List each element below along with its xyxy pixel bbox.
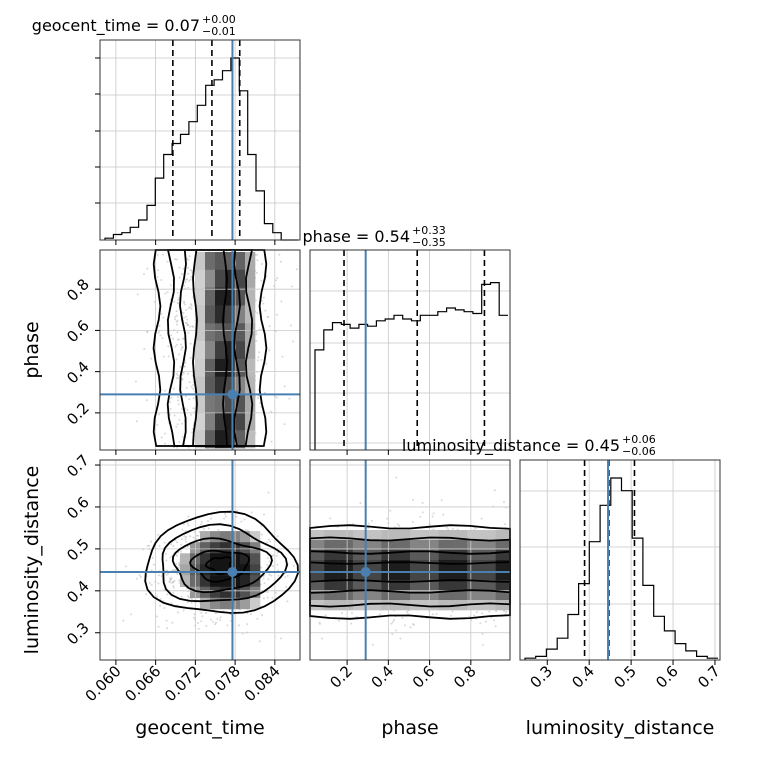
y-axis-label-luminosity_distance: luminosity_distance bbox=[21, 466, 43, 655]
x-tick-label-geocent_time: 0.078 bbox=[201, 662, 244, 705]
panel-title-plus: +0.33 bbox=[412, 224, 446, 237]
histogram-phase bbox=[314, 282, 508, 450]
y-tick-label-phase: 0.8 bbox=[63, 275, 93, 305]
histogram-layer bbox=[104, 57, 718, 660]
panel-title-plus: +0.06 bbox=[622, 433, 656, 446]
y-tick-label-luminosity_distance: 0.3 bbox=[63, 619, 93, 649]
x-axis-label-luminosity_distance: luminosity_distance bbox=[526, 717, 715, 739]
truth-point-geocent_time-phase bbox=[227, 389, 238, 400]
x-tick-label-luminosity_distance: 0.7 bbox=[694, 662, 724, 692]
x-tick-label-geocent_time: 0.084 bbox=[241, 662, 284, 705]
panel-title-minus: −0.06 bbox=[622, 445, 656, 458]
panel-frame-geocent_time-phase bbox=[99, 249, 301, 451]
x-axis-label-phase: phase bbox=[381, 717, 438, 739]
x-tick-label-geocent_time: 0.060 bbox=[82, 662, 125, 705]
y-tick-label-phase: 0.4 bbox=[63, 358, 93, 388]
panel-title-phase: phase = 0.54 +0.33−0.35 bbox=[303, 224, 446, 249]
x-axis-label-geocent_time: geocent_time bbox=[135, 717, 264, 739]
x-tick-label-phase: 0.2 bbox=[326, 662, 356, 692]
contour-geocent_time-luminosity_distance-0 bbox=[144, 510, 299, 614]
x-tick-label-luminosity_distance: 0.5 bbox=[610, 662, 640, 692]
x-tick-label-geocent_time: 0.072 bbox=[161, 662, 204, 705]
y-tick-label-luminosity_distance: 0.5 bbox=[63, 535, 93, 565]
marker-lines-layer bbox=[100, 40, 636, 660]
truth-point-phase-luminosity_distance bbox=[360, 566, 371, 577]
contour-geocent_time-phase-3 bbox=[192, 249, 228, 447]
x-tick-label-luminosity_distance: 0.6 bbox=[652, 662, 682, 692]
panel-title-geocent_time: geocent_time = 0.07 +0.00−0.01 bbox=[32, 13, 236, 38]
x-tick-label-luminosity_distance: 0.3 bbox=[526, 662, 556, 692]
panel-frame-phase-luminosity_distance bbox=[309, 459, 511, 661]
density-layer bbox=[180, 252, 511, 611]
y-tick-label-luminosity_distance: 0.7 bbox=[63, 451, 93, 481]
contour-geocent_time-phase-1 bbox=[166, 249, 254, 447]
histogram-geocent_time bbox=[104, 57, 298, 241]
y-tick-label-luminosity_distance: 0.4 bbox=[63, 577, 93, 607]
histogram-luminosity_distance bbox=[524, 477, 718, 660]
x-tick-label-luminosity_distance: 0.4 bbox=[568, 662, 598, 692]
panel-title-luminosity_distance: luminosity_distance = 0.45 +0.06−0.06 bbox=[402, 433, 656, 458]
panel-frame-geocent_time-geocent_time bbox=[99, 39, 301, 241]
panel-title-minus: −0.01 bbox=[202, 25, 236, 38]
panel-title-main: phase = 0.54 bbox=[303, 227, 410, 246]
panel-title-main: geocent_time = 0.07 bbox=[32, 16, 200, 36]
panel-title-main: luminosity_distance = 0.45 bbox=[402, 436, 620, 456]
y-axis-label-phase: phase bbox=[21, 321, 43, 378]
x-tick-label-phase: 0.6 bbox=[409, 662, 439, 692]
y-tick-label-phase: 0.6 bbox=[63, 317, 93, 347]
panel-frame-luminosity_distance-luminosity_distance bbox=[519, 459, 721, 661]
contour-geocent_time-phase-0 bbox=[152, 249, 268, 447]
density-phase-luminosity_distance bbox=[310, 530, 511, 611]
contour-geocent_time-luminosity_distance-2 bbox=[171, 537, 273, 594]
frames-layer bbox=[99, 39, 721, 661]
contour-geocent_time-luminosity_distance-1 bbox=[161, 523, 289, 603]
truth-point-geocent_time-luminosity_distance bbox=[227, 566, 238, 577]
x-tick-label-geocent_time: 0.066 bbox=[121, 662, 164, 705]
panel-title-minus: −0.35 bbox=[412, 236, 446, 249]
y-tick-label-phase: 0.2 bbox=[63, 399, 93, 429]
panel-frame-phase-phase bbox=[309, 249, 511, 451]
panel-frame-geocent_time-luminosity_distance bbox=[99, 459, 301, 661]
x-tick-label-phase: 0.8 bbox=[450, 662, 480, 692]
y-tick-label-luminosity_distance: 0.6 bbox=[63, 493, 93, 523]
x-tick-label-phase: 0.4 bbox=[368, 662, 398, 692]
panel-title-plus: +0.00 bbox=[202, 13, 236, 26]
contour-geocent_time-phase-2 bbox=[179, 249, 241, 447]
ticks-layer bbox=[95, 57, 716, 665]
